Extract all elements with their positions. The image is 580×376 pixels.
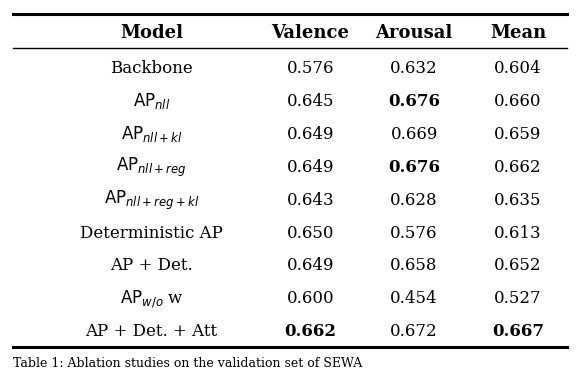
Text: $\mathrm{AP}_{\mathit{w/o}}$ w: $\mathrm{AP}_{\mathit{w/o}}$ w [119,288,183,309]
Text: Valence: Valence [271,24,349,42]
Text: Table 1: Ablation studies on the validation set of SEWA: Table 1: Ablation studies on the validat… [13,357,362,370]
Text: 0.652: 0.652 [494,258,542,274]
Text: 0.600: 0.600 [287,290,334,307]
Text: 0.676: 0.676 [388,159,440,176]
Text: 0.669: 0.669 [390,126,438,143]
Text: Arousal: Arousal [375,24,453,42]
Text: 0.635: 0.635 [494,192,542,209]
Text: 0.649: 0.649 [287,258,334,274]
Text: 0.645: 0.645 [287,93,334,110]
Text: 0.667: 0.667 [492,323,544,340]
Text: 0.662: 0.662 [494,159,542,176]
Text: 0.649: 0.649 [287,126,334,143]
Text: 0.632: 0.632 [390,60,438,77]
Text: 0.576: 0.576 [390,224,438,241]
Text: $\mathrm{AP}_{\mathit{nll}}$: $\mathrm{AP}_{\mathit{nll}}$ [133,91,170,111]
Text: 0.662: 0.662 [284,323,336,340]
Text: 0.527: 0.527 [494,290,542,307]
Text: 0.659: 0.659 [494,126,542,143]
Text: 0.658: 0.658 [390,258,438,274]
Text: 0.643: 0.643 [287,192,334,209]
Text: Backbone: Backbone [110,60,193,77]
Text: $\mathrm{AP}_{\mathit{nll+reg}}$: $\mathrm{AP}_{\mathit{nll+reg}}$ [116,156,187,179]
Text: Model: Model [120,24,183,42]
Text: $\mathrm{AP}_{\mathit{nll+kl}}$: $\mathrm{AP}_{\mathit{nll+kl}}$ [121,124,182,144]
Text: 0.672: 0.672 [390,323,438,340]
Text: 0.454: 0.454 [390,290,438,307]
Text: AP + Det.: AP + Det. [110,258,193,274]
Text: 0.576: 0.576 [287,60,334,77]
Text: $\mathrm{AP}_{\mathit{nll+reg+kl}}$: $\mathrm{AP}_{\mathit{nll+reg+kl}}$ [104,188,199,212]
Text: Deterministic AP: Deterministic AP [80,224,223,241]
Text: 0.650: 0.650 [287,224,334,241]
Text: 0.676: 0.676 [388,93,440,110]
Text: 0.649: 0.649 [287,159,334,176]
Text: 0.604: 0.604 [494,60,542,77]
Text: AP + Det. + Att: AP + Det. + Att [85,323,218,340]
Text: 0.613: 0.613 [494,224,542,241]
Text: 0.628: 0.628 [390,192,438,209]
Text: 0.660: 0.660 [494,93,542,110]
Text: Mean: Mean [490,24,546,42]
